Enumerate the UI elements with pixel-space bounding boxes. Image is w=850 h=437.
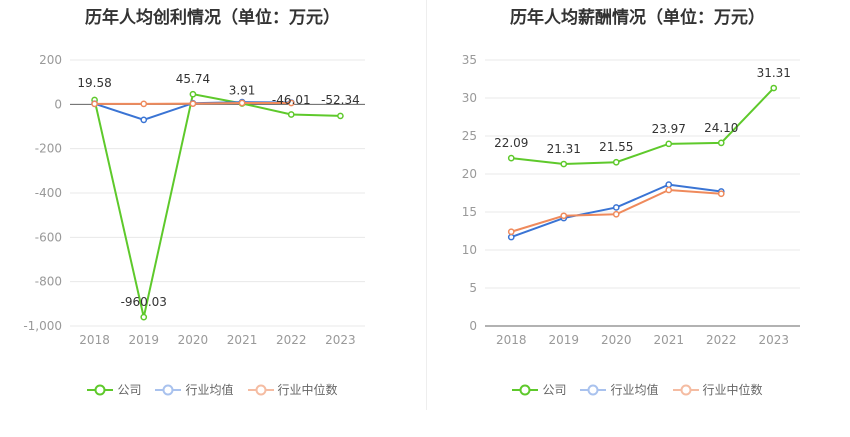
legend-median-marker xyxy=(247,384,274,395)
y-tick-label: -400 xyxy=(35,186,62,200)
data-point xyxy=(612,158,620,166)
x-tick-label: 2022 xyxy=(276,333,307,347)
data-point xyxy=(140,116,148,124)
data-point xyxy=(287,99,295,107)
data-label: 22.09 xyxy=(494,136,528,150)
series-line-industry-avg xyxy=(510,183,722,239)
legend-item-company[interactable]: 公司 xyxy=(512,381,566,398)
data-point xyxy=(91,100,98,108)
x-tick-label: 2019 xyxy=(548,333,579,347)
x-tick-label: 2019 xyxy=(128,333,159,347)
chart-title: 历年人均创利情况（单位：万元） xyxy=(85,8,340,28)
data-point xyxy=(140,313,148,321)
y-tick-label: -800 xyxy=(35,275,62,289)
legend-item-industry-avg[interactable]: 行业均值 xyxy=(155,381,234,398)
data-point xyxy=(665,186,673,194)
data-point xyxy=(560,160,568,168)
data-label: 23.97 xyxy=(652,122,686,136)
legend-label: 公司 xyxy=(117,383,142,397)
data-point xyxy=(189,100,197,108)
y-tick-label: 200 xyxy=(39,53,62,67)
x-tick-label: 2022 xyxy=(706,333,737,347)
data-label: -960.03 xyxy=(121,295,167,309)
data-point xyxy=(337,112,344,120)
data-point xyxy=(560,212,568,220)
legend-label: 行业均值 xyxy=(185,383,234,397)
profit-chart: 200 0 -200 -400 -600 -800 -1,000 2018 2019 2020 20… xyxy=(23,53,365,347)
y-tick-label: -1,000 xyxy=(23,319,62,333)
x-tick-label: 2023 xyxy=(325,333,356,347)
y-tick-label: 30 xyxy=(462,91,477,105)
x-tick-label: 2018 xyxy=(79,333,110,347)
data-point xyxy=(287,111,295,118)
legend-label: 行业均值 xyxy=(610,383,659,397)
data-label: 21.31 xyxy=(547,142,581,156)
data-label: 21.55 xyxy=(599,140,633,154)
data-point xyxy=(507,154,515,162)
y-tick-label: -200 xyxy=(35,142,62,156)
legend-label: 行业中位数 xyxy=(277,383,338,397)
legend: 公司 行业均值 行业中位数 xyxy=(0,381,425,398)
data-point xyxy=(717,139,725,147)
y-tick-label: 10 xyxy=(462,243,477,257)
legend-label: 公司 xyxy=(542,383,567,397)
profit-chart-panel: 历年人均创利情况（单位：万元） 200 0 -200 -400 -600 -800 -1,0… xyxy=(0,8,425,398)
data-point xyxy=(189,90,197,98)
y-tick-label: 20 xyxy=(462,167,477,181)
legend-avg-marker xyxy=(580,384,607,395)
legend-item-industry-median[interactable]: 行业中位数 xyxy=(247,381,338,398)
series-line-company xyxy=(511,87,775,166)
legend-avg-marker xyxy=(155,384,182,395)
data-point xyxy=(140,100,148,108)
data-point xyxy=(612,204,620,211)
chart-title: 历年人均薪酬情况（单位：万元） xyxy=(510,8,765,28)
data-label: 3.91 xyxy=(229,83,256,97)
data-point xyxy=(665,140,673,148)
x-tick-label: 2018 xyxy=(496,333,527,347)
legend-item-industry-median[interactable]: 行业中位数 xyxy=(672,381,763,398)
series-line-company xyxy=(93,93,341,318)
legend-median-marker xyxy=(672,384,699,395)
y-tick-label: 25 xyxy=(462,129,477,143)
legend-company-marker xyxy=(87,384,114,395)
data-label: -46.01 xyxy=(272,93,311,107)
data-label: 31.31 xyxy=(757,66,791,80)
legend-company-marker xyxy=(512,384,539,395)
data-point xyxy=(770,84,778,92)
data-label: 24.10 xyxy=(704,121,738,135)
data-label: -52.34 xyxy=(321,93,360,107)
data-label: 45.74 xyxy=(176,72,210,86)
x-tick-label: 2021 xyxy=(653,333,684,347)
y-tick-label: -600 xyxy=(35,230,62,244)
data-point xyxy=(507,233,515,241)
salary-chart: 0 5 10 15 20 25 30 35 2018 2019 2020 2021 2022 2023 22… xyxy=(462,53,800,347)
y-tick-label: 15 xyxy=(462,205,477,219)
y-tick-label: 0 xyxy=(469,319,477,333)
data-point xyxy=(238,99,246,107)
x-tick-label: 2020 xyxy=(601,333,632,347)
x-tick-label: 2021 xyxy=(227,333,258,347)
data-point xyxy=(507,228,515,236)
data-point xyxy=(612,210,620,218)
legend-item-industry-avg[interactable]: 行业均值 xyxy=(580,381,659,398)
y-tick-label: 0 xyxy=(54,97,62,111)
legend-item-company[interactable]: 公司 xyxy=(87,381,141,398)
data-label: 19.58 xyxy=(77,76,111,90)
legend: 公司 行业均值 行业中位数 xyxy=(425,381,850,398)
y-tick-label: 35 xyxy=(462,53,477,67)
y-tick-label: 5 xyxy=(469,281,477,295)
panel-divider xyxy=(426,0,427,410)
x-tick-label: 2023 xyxy=(758,333,789,347)
salary-chart-panel: 历年人均薪酬情况（单位：万元） 0 5 10 15 20 25 30 35 2018 2019 20… xyxy=(425,0,850,437)
data-point xyxy=(665,181,673,188)
x-tick-label: 2020 xyxy=(178,333,209,347)
data-point xyxy=(717,190,725,198)
legend-label: 行业中位数 xyxy=(702,383,763,397)
